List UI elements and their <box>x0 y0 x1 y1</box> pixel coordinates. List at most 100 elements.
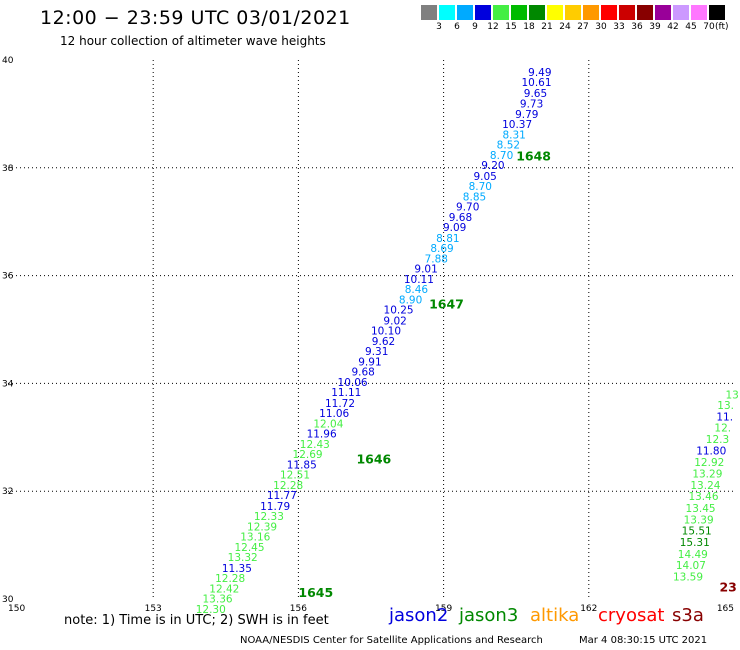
x-tick-label: 159 <box>435 604 452 614</box>
x-tick-label: 153 <box>145 604 162 614</box>
swh-value-label: 8.52 <box>497 140 520 152</box>
swh-value-label: 12.51 <box>280 470 310 482</box>
generation-timestamp: Mar 4 08:30:15 UTC 2021 <box>579 635 708 646</box>
swh-value-label: 8.31 <box>502 129 525 141</box>
swh-value-label: 13.29 <box>692 468 722 480</box>
swh-value-label: 9.70 <box>456 202 479 214</box>
satellite-label-s3a: s3a <box>672 605 704 626</box>
color-swatch <box>457 5 473 20</box>
color-swatch <box>511 5 527 20</box>
color-swatch <box>493 5 509 20</box>
swh-value-label: 13.45 <box>686 503 716 515</box>
swh-value-label: 13.36 <box>203 594 233 606</box>
swh-value-label: 13.46 <box>688 491 718 503</box>
color-scale-tick: 42 <box>667 22 679 32</box>
satellite-label-cryosat: cryosat <box>598 605 665 626</box>
swh-value-label: 14.07 <box>676 560 706 572</box>
swh-value-label: 11.11 <box>331 387 361 399</box>
swh-value-label: 13.59 <box>673 571 703 583</box>
swh-value-label: 12.43 <box>300 439 330 451</box>
x-tick-label: 156 <box>290 604 307 614</box>
swh-value-label: 10.11 <box>404 274 434 286</box>
swh-value-label: 13 <box>725 389 738 401</box>
color-scale-tick: 24 <box>559 22 571 32</box>
color-scale-tick: 45 <box>685 22 697 32</box>
color-scale-tick: 27 <box>577 22 589 32</box>
y-tick-label: 38 <box>2 164 14 174</box>
swh-value-label: 8.70 <box>490 150 513 162</box>
x-tick-label: 162 <box>580 604 597 614</box>
swh-value-label: 9.68 <box>351 367 374 379</box>
track-pass-label: 1646 <box>356 451 391 466</box>
swh-value-label: 12.45 <box>234 542 264 554</box>
y-tick-label: 34 <box>2 379 14 389</box>
color-swatch <box>637 5 653 20</box>
swh-value-label: 13. <box>717 400 734 412</box>
chart-subtitle: 12 hour collection of altimeter wave hei… <box>60 34 326 48</box>
color-scale-tick: 3 <box>436 22 442 32</box>
color-scale-tick: 33 <box>613 22 625 32</box>
color-swatch <box>583 5 599 20</box>
swh-value-label: 9.05 <box>473 171 496 183</box>
swh-value-label: 13.39 <box>684 514 714 526</box>
swh-value-label: 12.39 <box>247 521 277 533</box>
satellite-label-jason2: jason2 <box>389 605 449 626</box>
swh-value-label: 12.42 <box>209 583 239 595</box>
chart-title: 12:00 − 23:59 UTC 03/01/2021 <box>40 7 351 29</box>
color-swatch <box>691 5 707 20</box>
swh-value-label: 9.49 <box>528 67 551 79</box>
swh-value-label: 9.20 <box>481 160 504 172</box>
color-scale-tick: 36 <box>631 22 643 32</box>
swh-value-label: 12.30 <box>196 604 226 616</box>
swh-value-label: 15.51 <box>682 526 712 538</box>
color-swatch <box>673 5 689 20</box>
swh-value-label: 11.72 <box>325 398 355 410</box>
swh-value-label: 12.3 <box>706 434 729 446</box>
swh-value-label: 12.69 <box>293 449 323 461</box>
color-scale-tick: 39 <box>649 22 661 32</box>
color-swatch <box>601 5 617 20</box>
swh-value-label: 9.62 <box>372 336 395 348</box>
color-swatch <box>709 5 725 20</box>
swh-value-label: 12.92 <box>694 457 724 469</box>
color-scale-tick: 70 <box>703 22 715 32</box>
satellite-label-altika: altika <box>530 605 580 626</box>
swh-value-label: 15.31 <box>680 537 710 549</box>
color-swatch <box>565 5 581 20</box>
y-tick-label: 36 <box>2 272 14 282</box>
track-pass-label: 1648 <box>516 149 551 164</box>
swh-value-label: 11. <box>716 411 733 423</box>
color-scale-tick: 9 <box>472 22 478 32</box>
color-swatch <box>529 5 545 20</box>
swh-value-label: 10.61 <box>521 77 551 89</box>
color-scale-tick: 12 <box>487 22 499 32</box>
swh-value-label: 11.77 <box>267 490 297 502</box>
color-scale-unit: (ft) <box>715 22 729 32</box>
track-pass-label: 1645 <box>298 585 333 600</box>
swh-value-label: 9.02 <box>383 315 406 327</box>
swh-value-label: 10.25 <box>384 305 414 317</box>
swh-value-label: 9.68 <box>449 212 472 224</box>
swh-value-label: 14.49 <box>678 549 708 561</box>
swh-value-label: 8.46 <box>405 284 429 296</box>
swh-value-label: 10.06 <box>338 377 368 389</box>
swh-value-label: 10.37 <box>502 119 532 131</box>
swh-value-label: 12.28 <box>215 573 245 585</box>
swh-value-label: 8.90 <box>399 294 422 306</box>
swh-value-label: 9.31 <box>365 346 388 358</box>
credit-text: NOAA/NESDIS Center for Satellite Applica… <box>240 635 543 646</box>
swh-value-label: 12.33 <box>254 511 284 523</box>
swh-value-label: 9.09 <box>443 222 466 234</box>
swh-value-label: 13.16 <box>240 532 270 544</box>
swh-value-label: 11.79 <box>260 501 290 513</box>
swh-value-label: 8.85 <box>463 191 486 203</box>
units-note: note: 1) Time is in UTC; 2) SWH is in fe… <box>64 613 329 628</box>
swh-value-label: 11.85 <box>287 459 317 471</box>
x-tick-label: 165 <box>717 604 734 614</box>
color-scale-tick: 18 <box>523 22 535 32</box>
swh-value-label: 12. <box>714 423 731 435</box>
y-tick-label: 30 <box>2 595 14 605</box>
swh-value-label: 8.70 <box>469 181 492 193</box>
swh-value-label: 11.96 <box>307 429 337 441</box>
